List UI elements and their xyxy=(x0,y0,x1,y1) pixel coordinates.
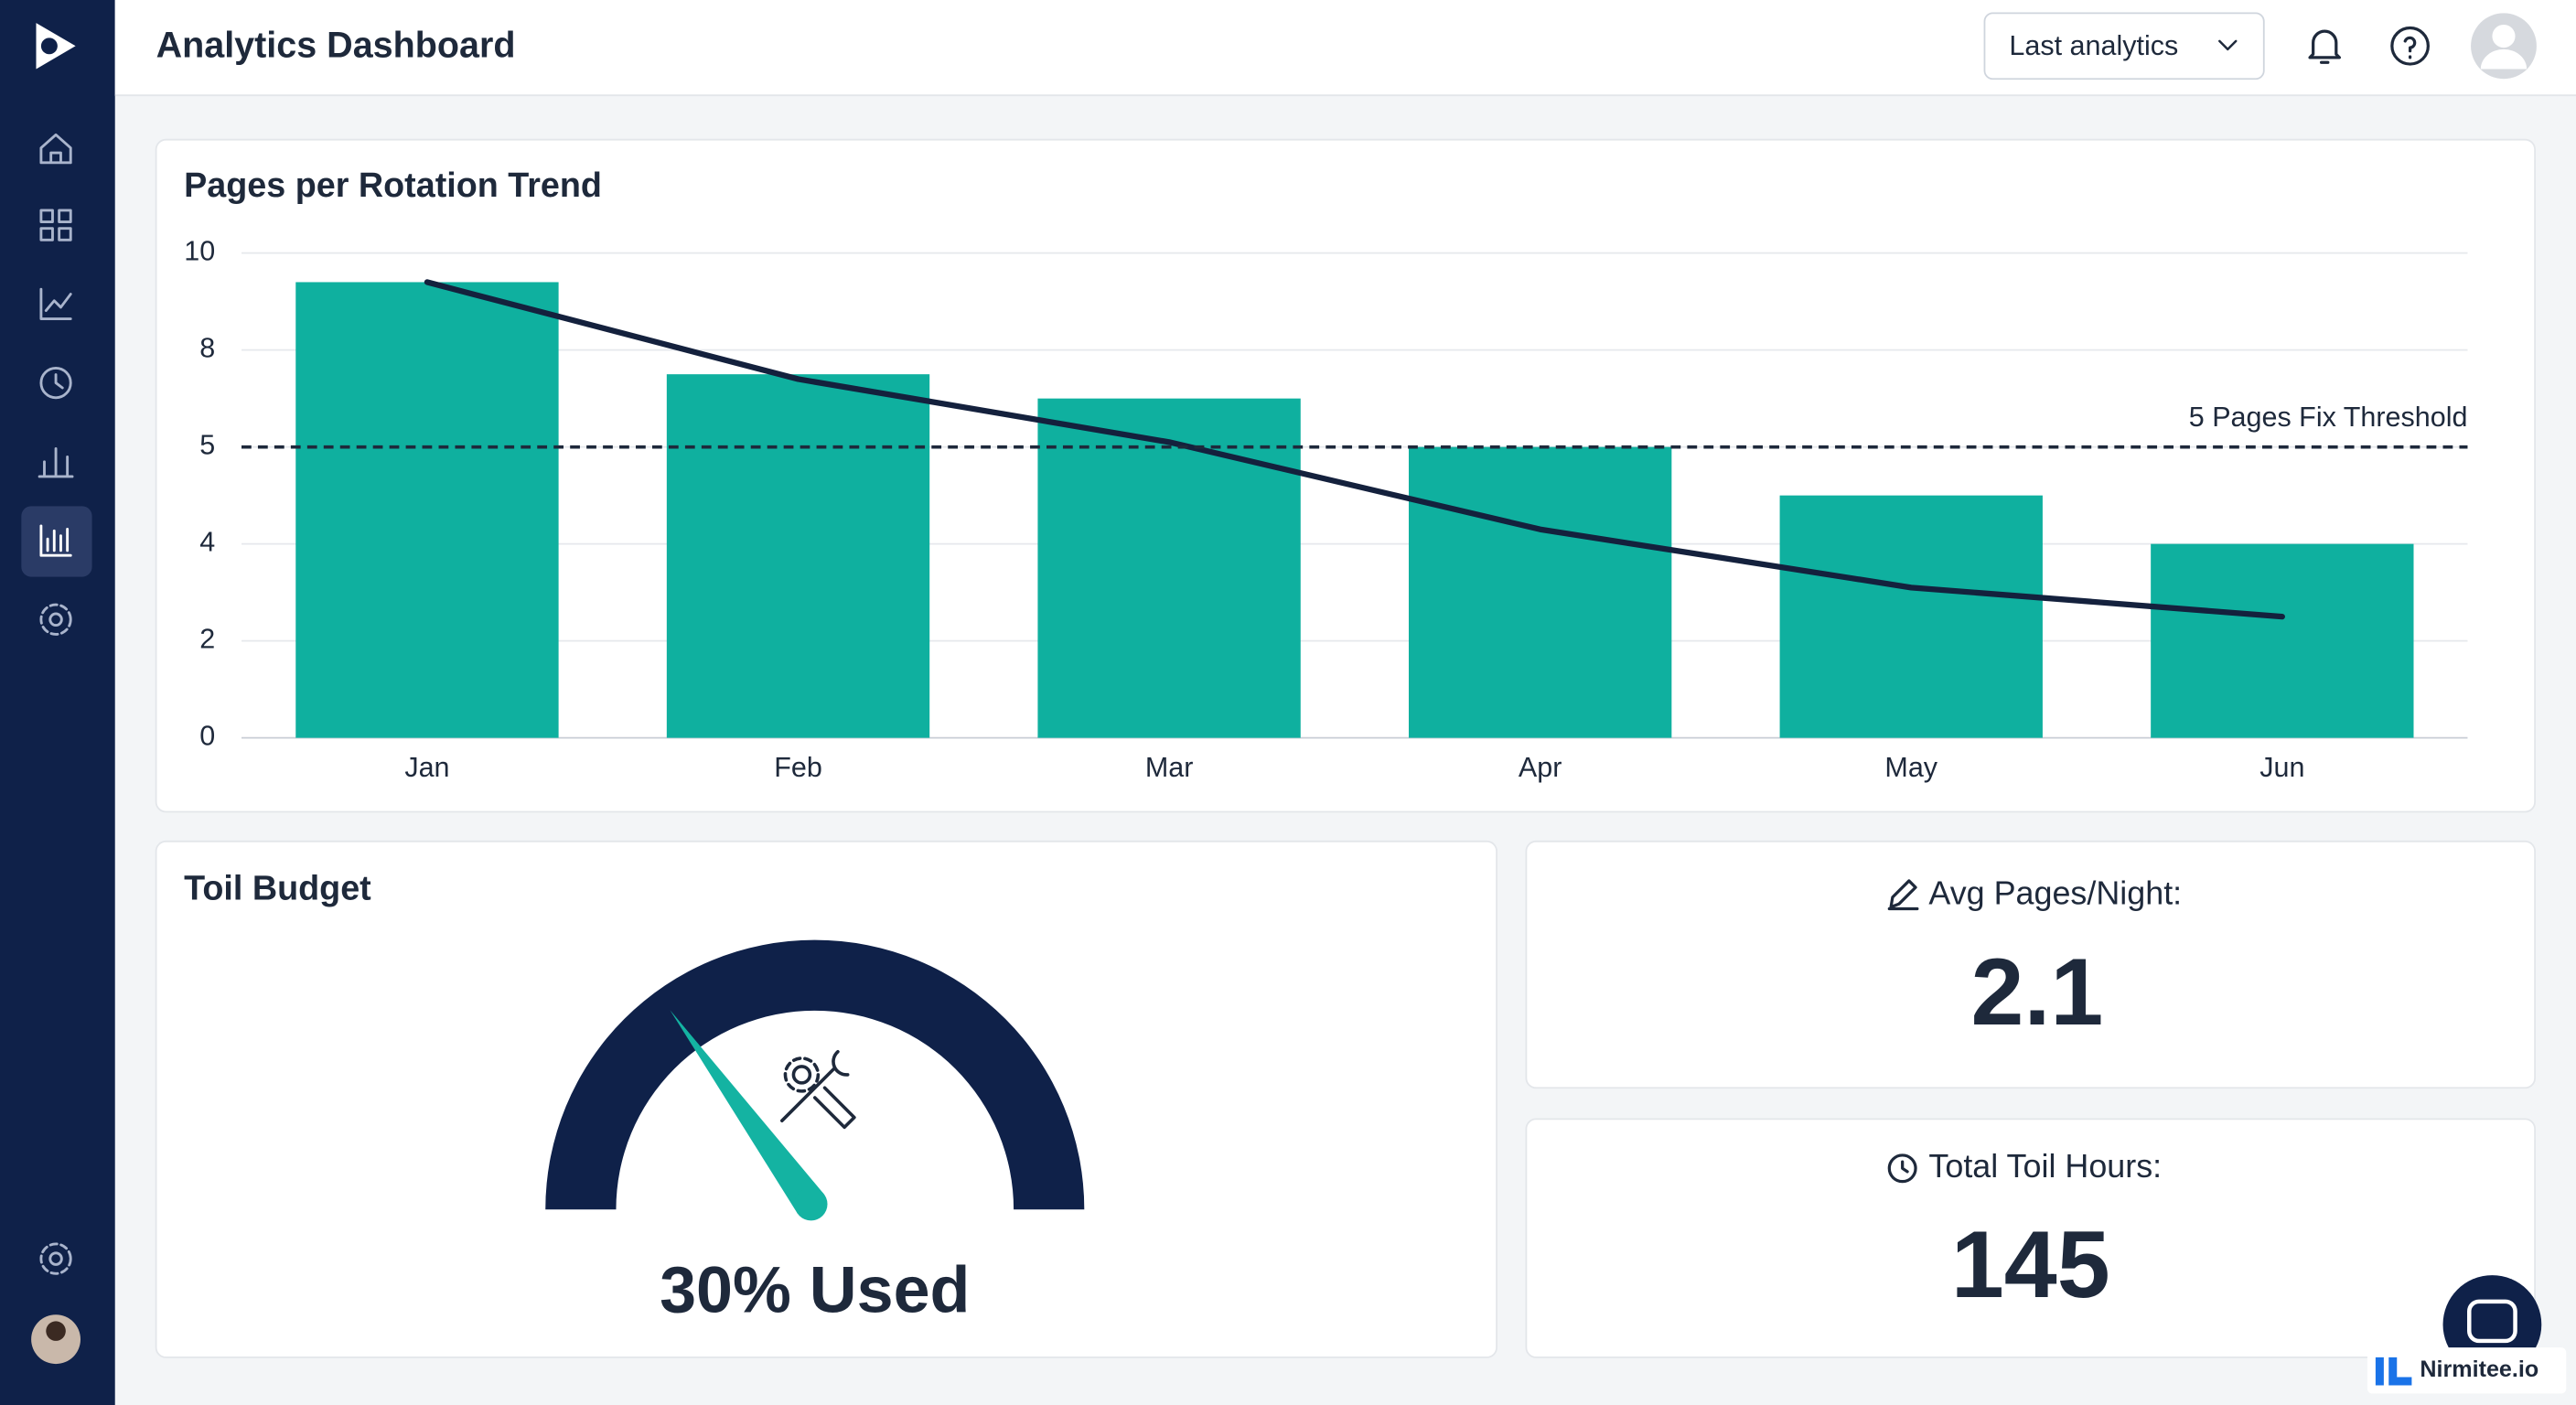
stat-value: 2.1 xyxy=(1971,939,2104,1046)
page-title: Analytics Dashboard xyxy=(156,26,516,66)
trend-line xyxy=(424,279,2285,620)
gauge-hub xyxy=(794,1187,828,1221)
nav-active xyxy=(21,506,92,577)
gauge xyxy=(670,1010,828,1221)
gauge-needle xyxy=(670,1010,825,1214)
bar xyxy=(295,282,559,738)
y-tick-label: 2 xyxy=(199,624,215,655)
x-tick-label: May xyxy=(1884,752,1937,783)
y-tick-label: 10 xyxy=(184,236,215,267)
y-tick-label: 0 xyxy=(199,721,215,752)
stat-value: 145 xyxy=(1951,1212,2110,1318)
gauge-arc xyxy=(545,939,1085,1210)
x-tick-label: Jan xyxy=(404,752,449,783)
help-button[interactable] xyxy=(2390,26,2430,66)
bar xyxy=(1779,495,2043,738)
stat-label: Total Toil Hours: xyxy=(1928,1147,2162,1185)
stat-label: Avg Pages/Night: xyxy=(1928,874,2182,912)
gauge-label: 30% Used xyxy=(660,1254,970,1327)
plot-area: 0 2 4 5 8 10 Jan Feb Mar Apr May Jun 5 Pages Fix Thr… xyxy=(184,236,2467,783)
x-tick-label: Mar xyxy=(1145,752,1194,783)
notifications-button[interactable] xyxy=(2308,29,2342,64)
bar xyxy=(666,374,930,738)
stat-card xyxy=(1525,840,2536,1089)
bar xyxy=(2151,543,2414,738)
toil-card xyxy=(155,840,1497,1358)
nav-grid[interactable] xyxy=(39,209,72,241)
brand-logo xyxy=(2375,1357,2412,1386)
nav-trend[interactable] xyxy=(39,287,72,320)
nav-stats[interactable] xyxy=(38,447,74,478)
pencil-icon xyxy=(1887,879,1919,911)
y-tick-label: 8 xyxy=(199,333,215,364)
bar xyxy=(1409,446,1672,738)
bar xyxy=(1037,398,1301,738)
clock-icon xyxy=(1887,1153,1917,1184)
y-tick-label: 4 xyxy=(199,527,215,558)
chart-title: Pages per Rotation Trend xyxy=(184,166,602,204)
tools-icon xyxy=(780,1049,856,1130)
sidebar xyxy=(0,0,115,1405)
nav-settings-bottom[interactable] xyxy=(39,1242,72,1275)
x-tick-label: Jun xyxy=(2259,752,2304,783)
nav-settings[interactable] xyxy=(39,603,72,636)
brand-badge xyxy=(2367,1347,2567,1394)
toil-title: Toil Budget xyxy=(184,869,371,907)
brand-name: Nirmitee.io xyxy=(2420,1357,2538,1382)
threshold-label: 5 Pages Fix Threshold xyxy=(2189,402,2468,433)
stat-card xyxy=(1525,1118,2536,1358)
nav-reports[interactable] xyxy=(39,524,72,557)
profile-avatar[interactable] xyxy=(2471,13,2537,80)
nav-history[interactable] xyxy=(39,366,72,400)
x-tick-label: Apr xyxy=(1519,752,1562,783)
x-tick-label: Feb xyxy=(774,752,822,783)
filter-dropdown[interactable]: Last analytics xyxy=(1983,12,2265,80)
nav-home[interactable] xyxy=(39,133,72,165)
filter-label: Last analytics xyxy=(2009,30,2178,61)
y-tick-label: 5 xyxy=(199,430,215,461)
